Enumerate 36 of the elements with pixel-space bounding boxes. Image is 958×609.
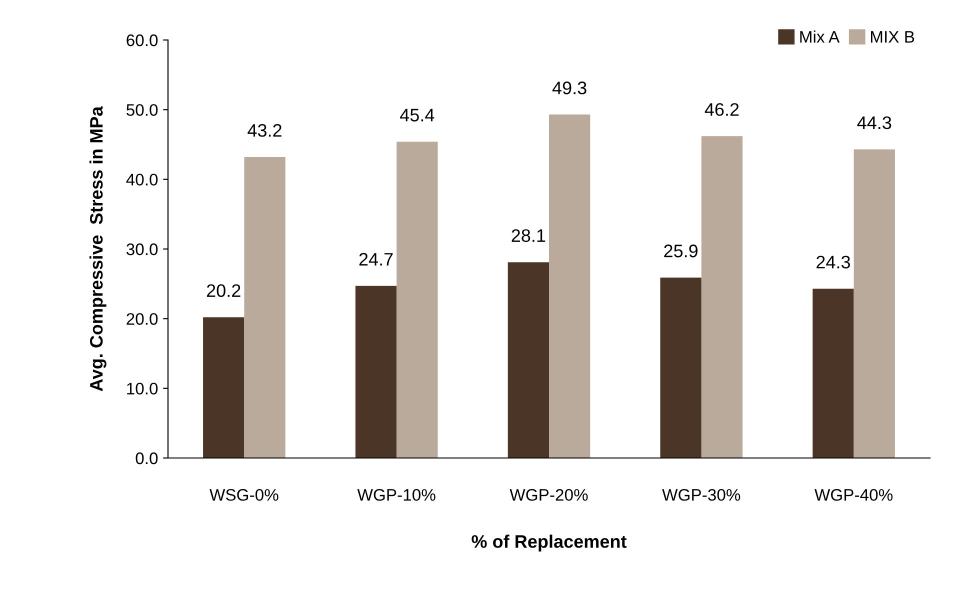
y-tick-label: 20.0: [126, 313, 158, 325]
bar: [244, 157, 286, 458]
bar: [701, 136, 743, 458]
bar: [396, 142, 438, 458]
bar: [812, 288, 854, 458]
y-tick-label: 30.0: [126, 243, 158, 256]
data-label: 45.4: [400, 108, 434, 122]
x-tick-label: WGP-30%: [662, 488, 740, 501]
data-label: 46.2: [704, 103, 739, 116]
bar: [355, 286, 397, 458]
x-tick-label: WSG-0%: [210, 488, 278, 501]
y-axis-title: Avg. Compressive Stress in MPa: [89, 106, 106, 392]
legend-label: Mix A: [800, 30, 840, 43]
bar: [549, 114, 590, 458]
x-tick-label: WGP-20%: [510, 488, 588, 501]
y-tick-label: 60.0: [126, 34, 158, 46]
bar: [854, 149, 895, 458]
x-tick-label: WGP-40%: [814, 488, 893, 501]
data-label: 28.1: [512, 229, 546, 242]
x-axis-title: % of Replacement: [472, 534, 627, 552]
data-label: 49.3: [552, 82, 586, 94]
data-label: 24.3: [816, 256, 850, 268]
bar: [508, 262, 549, 458]
legend-label: MIX B: [870, 31, 914, 43]
y-tick-label: 40.0: [126, 174, 158, 186]
data-label: 25.9: [664, 244, 698, 258]
x-tick-label: WGP-10%: [357, 488, 436, 501]
data-label: 24.7: [359, 252, 393, 266]
data-label: 44.3: [857, 116, 892, 130]
y-tick-label: 0.0: [136, 452, 158, 464]
data-label: 20.2: [206, 284, 240, 298]
bar: [203, 317, 244, 458]
data-label: 43.2: [248, 124, 282, 137]
bar: [660, 278, 702, 458]
y-tick-label: 10.0: [127, 382, 158, 395]
y-tick-label: 50.0: [126, 104, 158, 116]
